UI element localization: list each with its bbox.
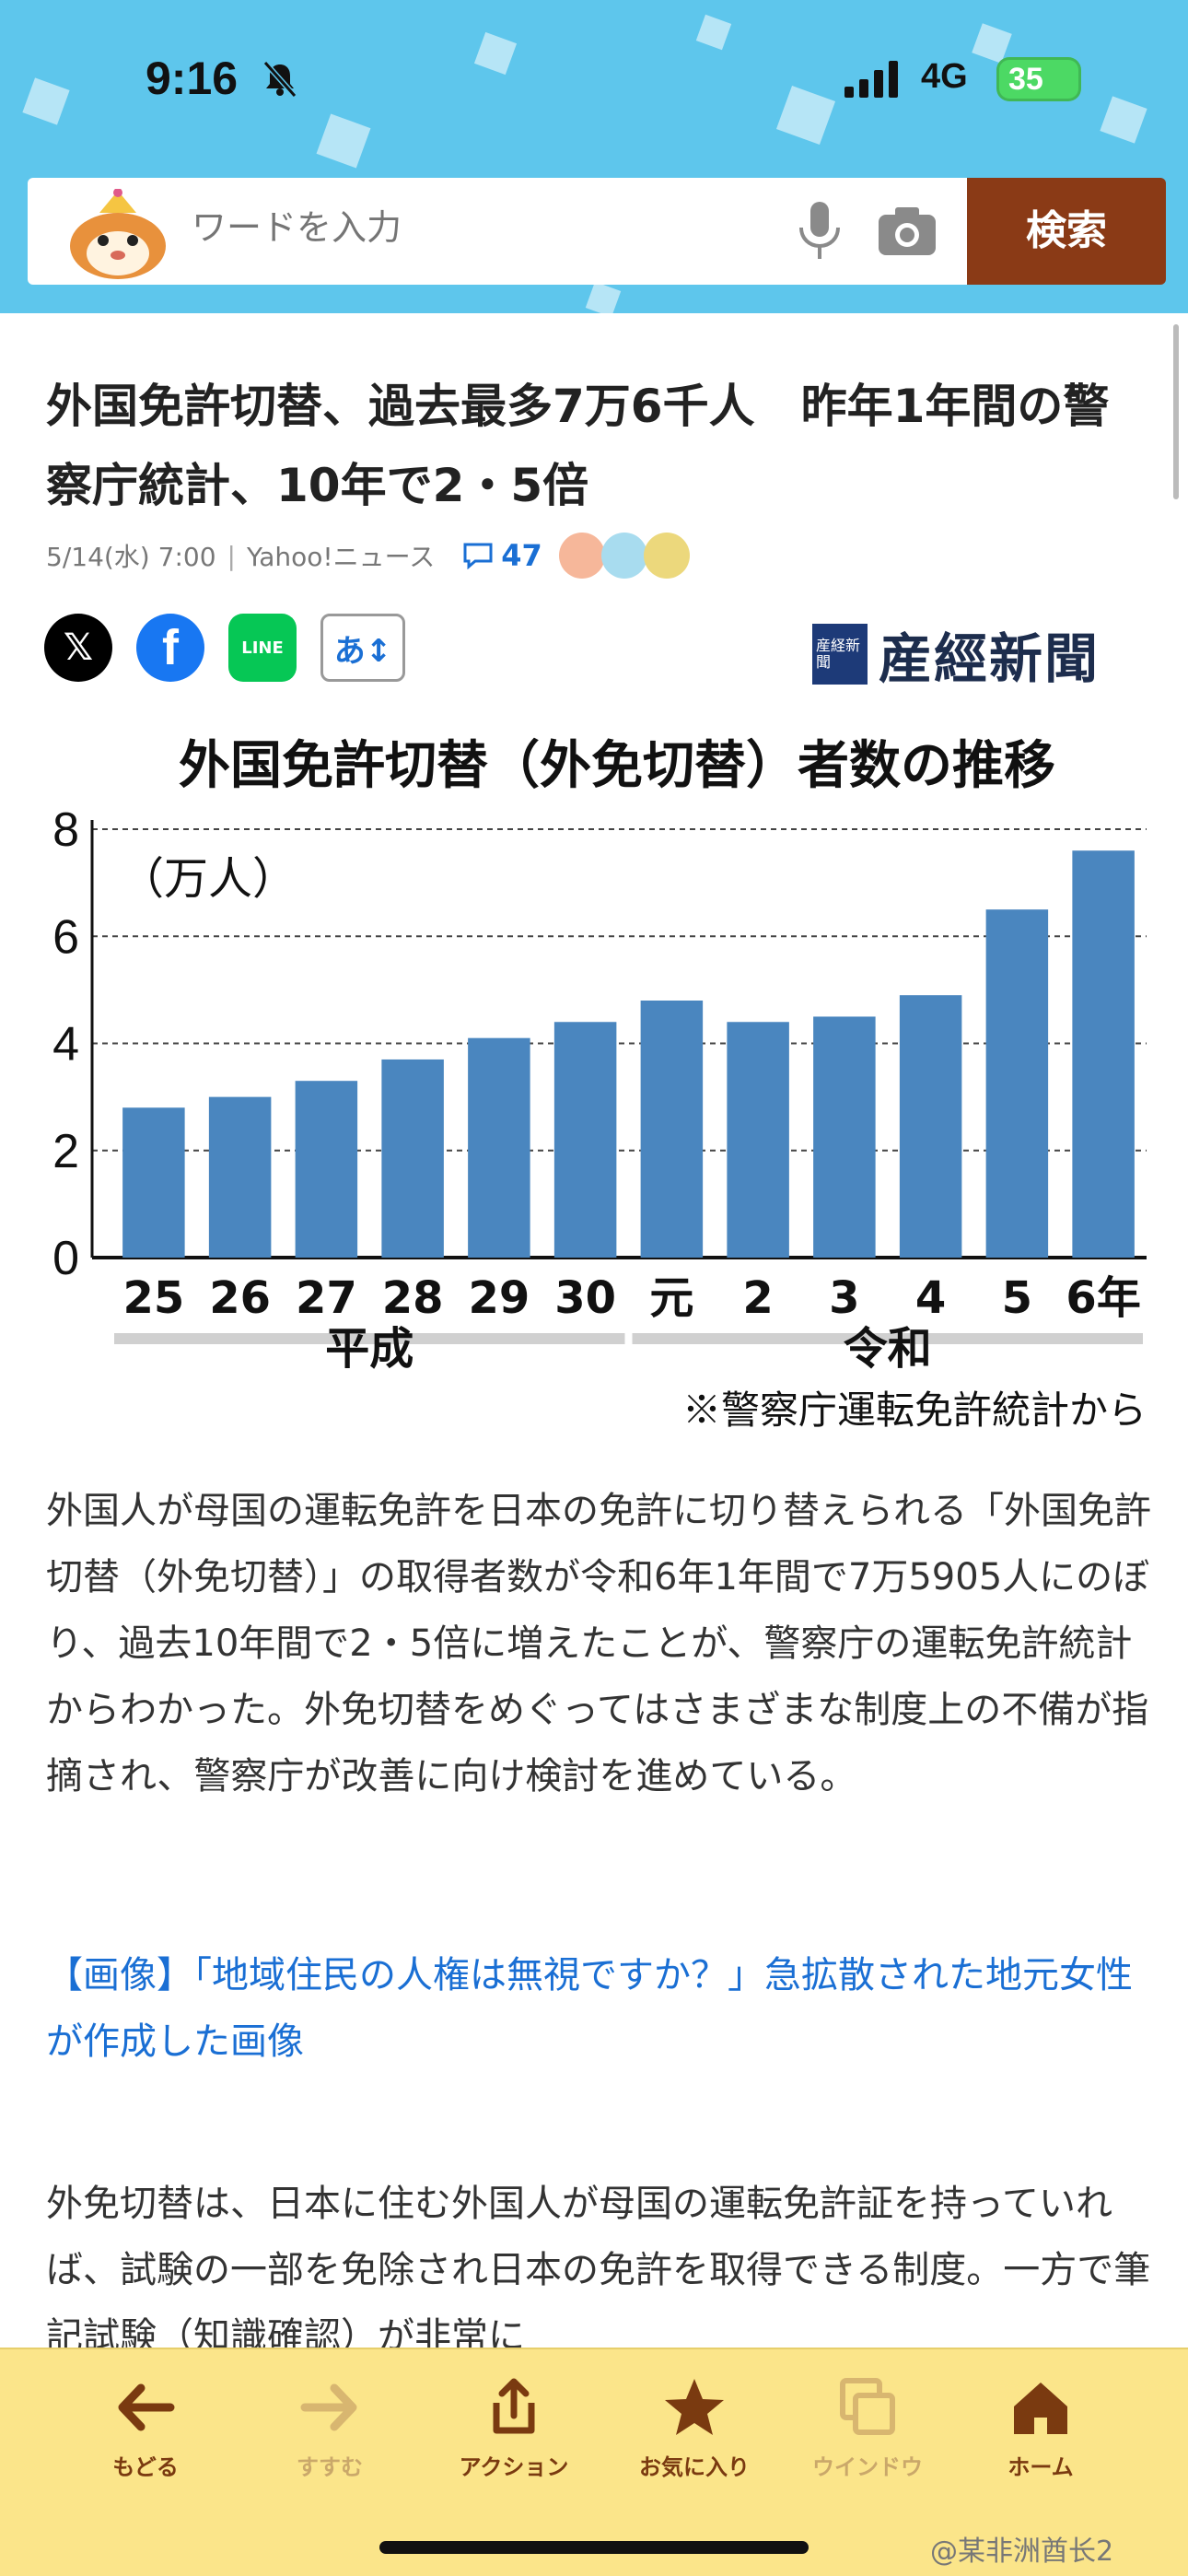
- comment-count[interactable]: 47: [501, 538, 542, 573]
- article-title: 外国免許切替、過去最多7万6千人 昨年1年間の警察庁統計、10年で2・5倍: [46, 380, 1110, 512]
- app-header: 9:16 4G 35: [0, 0, 1188, 313]
- article-date: 5/14(水) 7:00: [46, 542, 216, 572]
- bell-muted-icon: [262, 61, 297, 98]
- x-share-icon[interactable]: 𝕏: [44, 614, 112, 682]
- comment-icon[interactable]: [462, 542, 494, 569]
- meta-divider: |: [227, 540, 236, 571]
- confetti-decoration: [585, 281, 622, 313]
- era-bracket: [114, 1333, 625, 1344]
- search-bar: [28, 178, 967, 285]
- bottom-toolbar: もどる すすむ アクション お気に入り ウインドウ ホーム: [0, 2348, 1188, 2576]
- forward-button[interactable]: すすむ: [247, 2375, 413, 2481]
- search-button[interactable]: 検索: [967, 178, 1166, 285]
- y-tick-label: 0: [52, 1232, 79, 1285]
- x-tick-label: 5: [1002, 1272, 1032, 1324]
- font-size-button[interactable]: あ↕: [320, 614, 405, 682]
- battery-level: 35: [1008, 62, 1043, 97]
- reaction-neutral-icon[interactable]: [600, 533, 647, 579]
- camera-icon[interactable]: [875, 202, 939, 259]
- era-label: 平成: [325, 1323, 413, 1375]
- era-bracket: [632, 1333, 1143, 1344]
- watermark: @某非洲酋长2: [930, 2535, 1114, 2568]
- article-meta: 5/14(水) 7:00 | Yahoo!ニュース 47: [46, 533, 690, 579]
- reaction-smile-icon[interactable]: [558, 533, 605, 579]
- back-button[interactable]: もどる: [63, 2375, 228, 2481]
- y-tick-label: 8: [52, 803, 79, 857]
- battery-icon: 35: [996, 57, 1081, 101]
- action-label: アクション: [459, 2454, 569, 2480]
- y-tick-label: 4: [52, 1018, 79, 1071]
- favorites-label: お気に入り: [639, 2454, 750, 2480]
- signal-strength-icon: [844, 61, 898, 98]
- x-tick-label: 元: [649, 1272, 693, 1324]
- home-button[interactable]: ホーム: [958, 2375, 1124, 2481]
- window-button[interactable]: ウインドウ: [785, 2375, 950, 2481]
- chart-bar: [122, 1107, 185, 1258]
- x-tick-label: 2: [742, 1272, 773, 1324]
- x-tick-label: 28: [382, 1272, 444, 1324]
- chart-title: 外国免許切替（外免切替）者数の推移: [179, 736, 1055, 796]
- chart-bar: [468, 1037, 530, 1258]
- facebook-share-icon[interactable]: f: [136, 614, 204, 682]
- publisher-name: 産經新聞: [879, 627, 1101, 690]
- chart-bar: [813, 1016, 876, 1258]
- network-type: 4G: [921, 57, 968, 96]
- x-tick-label: 29: [468, 1272, 530, 1324]
- article-source[interactable]: Yahoo!ニュース: [246, 542, 436, 572]
- status-time: 9:16: [146, 53, 239, 104]
- publisher-mark: 産経新聞: [812, 624, 868, 685]
- y-tick-label: 6: [52, 910, 79, 964]
- share-action-icon: [493, 2378, 535, 2434]
- chart-bar: [1072, 850, 1135, 1258]
- windows-icon: [840, 2378, 895, 2435]
- x-tick-label: 27: [296, 1272, 357, 1324]
- confetti-decoration: [316, 113, 371, 169]
- x-tick-label: 25: [122, 1272, 184, 1324]
- star-icon: [665, 2379, 724, 2435]
- share-buttons: 𝕏 f LINE あ↕: [44, 614, 405, 682]
- y-tick-label: 2: [52, 1125, 79, 1178]
- chart-bar: [381, 1059, 444, 1258]
- back-label: もどる: [112, 2454, 179, 2480]
- scrollbar[interactable]: [1173, 324, 1179, 499]
- x-tick-label: 26: [209, 1272, 271, 1324]
- confetti-decoration: [695, 14, 732, 51]
- article-paragraph: 外国人が母国の運転免許を日本の免許に切り替えられる「外国免許切替（外免切替）」の…: [46, 1490, 1151, 1797]
- favorites-button[interactable]: お気に入り: [611, 2375, 777, 2481]
- x-tick-label: 6年: [1066, 1272, 1140, 1324]
- chart-bar: [985, 909, 1049, 1258]
- x-tick-label: 4: [915, 1272, 946, 1324]
- chart-bar: [553, 1022, 617, 1258]
- window-label: ウインドウ: [812, 2454, 923, 2480]
- arrow-right-icon: [300, 2383, 357, 2431]
- chart-bar: [640, 1001, 704, 1258]
- forward-label: すすむ: [297, 2454, 363, 2480]
- action-button[interactable]: アクション: [431, 2375, 597, 2481]
- era-label: 令和: [844, 1323, 932, 1375]
- status-bar: 9:16 4G 35: [0, 46, 1188, 120]
- article-chart[interactable]: 外国免許切替（外免切替）者数の推移 0 2 4 6 8 （万人） 25 26 27 28 29 30 元 2…: [37, 728, 1160, 1437]
- reaction-faces[interactable]: [558, 533, 690, 579]
- chart-bar: [208, 1096, 272, 1258]
- x-tick-label: 3: [829, 1272, 859, 1324]
- house-icon: [1014, 2383, 1067, 2434]
- arrow-left-icon: [118, 2383, 175, 2431]
- chart-bar: [899, 995, 962, 1258]
- x-tick-label: 30: [554, 1272, 616, 1324]
- reaction-thinking-icon[interactable]: [643, 533, 690, 579]
- chart-bar: [295, 1081, 358, 1258]
- home-label: ホーム: [1007, 2454, 1074, 2480]
- article-paragraph: 外免切替は、日本に住む外国人が母国の運転免許証を持っていれば、試験の一部を免除さ…: [46, 2183, 1151, 2358]
- related-image-link[interactable]: 【画像】「地域住民の人権は無視ですか？」急拡散された地元女性が作成した画像: [46, 1954, 1133, 2063]
- chart-bar: [727, 1022, 789, 1258]
- microphone-icon[interactable]: [792, 198, 847, 263]
- publisher-logo[interactable]: 産経新聞 産經新聞: [812, 615, 1100, 693]
- search-input[interactable]: [192, 207, 799, 248]
- home-indicator[interactable]: [379, 2541, 809, 2554]
- line-share-icon[interactable]: LINE: [228, 614, 297, 682]
- unit-label: （万人）: [120, 853, 297, 905]
- mascot-logo-icon[interactable]: [63, 189, 173, 281]
- chart-source-note: ※警察庁運転免許統計から: [682, 1388, 1147, 1433]
